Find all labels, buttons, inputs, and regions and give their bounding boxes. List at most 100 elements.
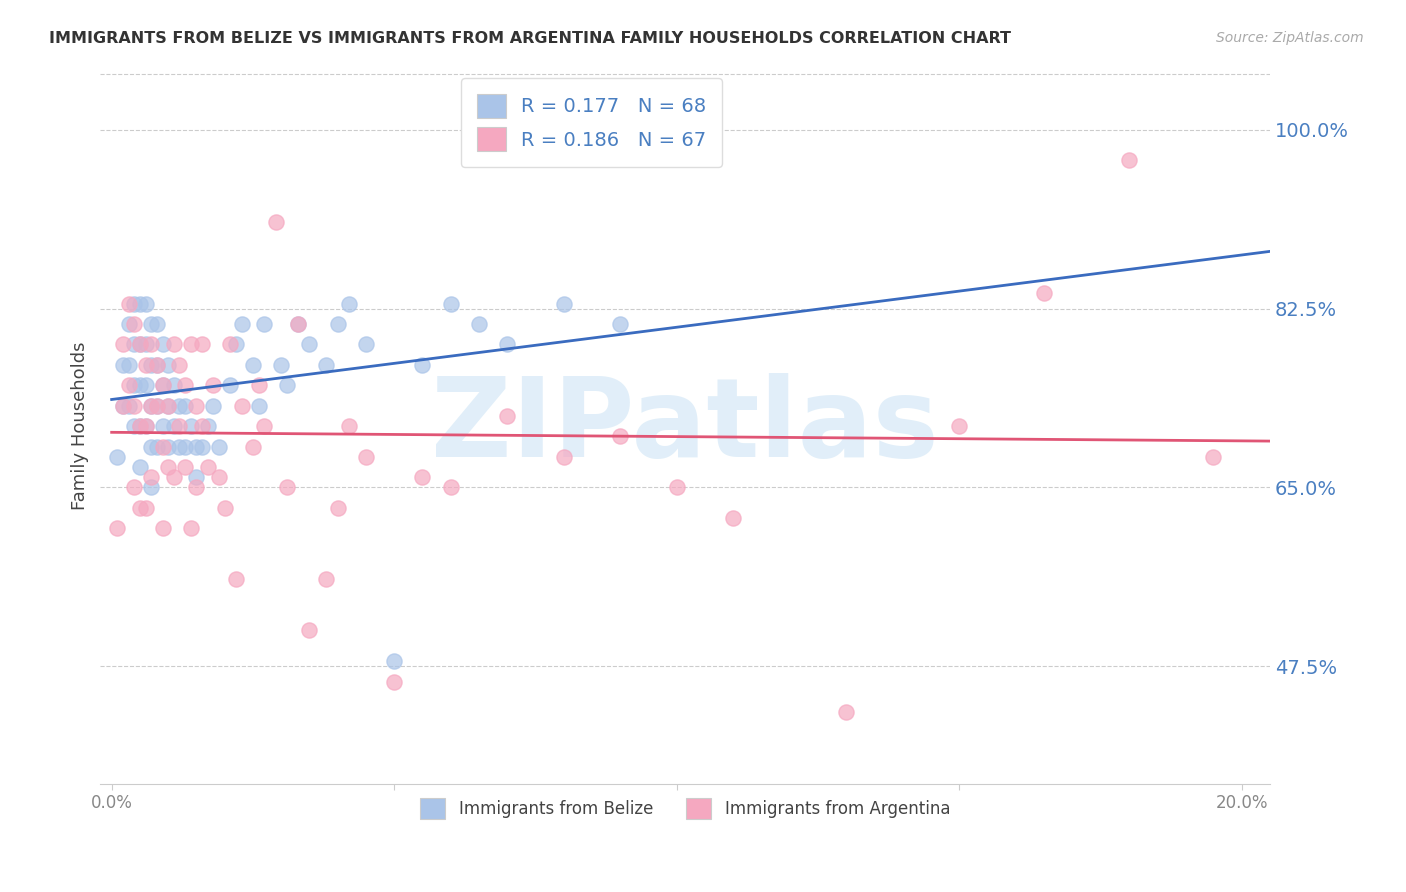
Point	[287, 317, 309, 331]
Point	[180, 337, 202, 351]
Point	[111, 337, 134, 351]
Point	[141, 337, 163, 351]
Point	[135, 419, 157, 434]
Point	[163, 378, 186, 392]
Point	[117, 378, 139, 392]
Point	[270, 358, 292, 372]
Point	[411, 470, 433, 484]
Point	[135, 358, 157, 372]
Point	[197, 460, 219, 475]
Point	[496, 409, 519, 423]
Point	[129, 419, 152, 434]
Point	[174, 378, 197, 392]
Point	[135, 378, 157, 392]
Point	[152, 337, 174, 351]
Point	[117, 296, 139, 310]
Point	[219, 378, 242, 392]
Point	[146, 399, 169, 413]
Point	[180, 419, 202, 434]
Point	[191, 337, 214, 351]
Point	[129, 337, 152, 351]
Point	[152, 419, 174, 434]
Point	[298, 624, 321, 638]
Point	[146, 440, 169, 454]
Point	[553, 450, 575, 464]
Point	[411, 358, 433, 372]
Point	[553, 296, 575, 310]
Point	[163, 337, 186, 351]
Point	[135, 337, 157, 351]
Point	[135, 296, 157, 310]
Text: ZIPatlas: ZIPatlas	[432, 373, 939, 480]
Point	[247, 378, 270, 392]
Point	[122, 419, 145, 434]
Point	[105, 521, 128, 535]
Point	[152, 440, 174, 454]
Point	[105, 450, 128, 464]
Point	[225, 337, 247, 351]
Point	[186, 470, 208, 484]
Point	[152, 378, 174, 392]
Point	[157, 399, 180, 413]
Point	[157, 440, 180, 454]
Text: IMMIGRANTS FROM BELIZE VS IMMIGRANTS FROM ARGENTINA FAMILY HOUSEHOLDS CORRELATIO: IMMIGRANTS FROM BELIZE VS IMMIGRANTS FRO…	[49, 31, 1011, 46]
Point	[264, 215, 287, 229]
Point	[242, 440, 264, 454]
Point	[440, 296, 463, 310]
Point	[382, 654, 405, 668]
Legend: Immigrants from Belize, Immigrants from Argentina: Immigrants from Belize, Immigrants from …	[413, 792, 956, 825]
Point	[191, 440, 214, 454]
Point	[1202, 450, 1225, 464]
Point	[152, 378, 174, 392]
Point	[186, 440, 208, 454]
Point	[609, 317, 631, 331]
Point	[440, 480, 463, 494]
Point	[609, 429, 631, 443]
Point	[135, 419, 157, 434]
Point	[382, 674, 405, 689]
Point	[326, 317, 349, 331]
Point	[468, 317, 491, 331]
Point	[197, 419, 219, 434]
Point	[146, 317, 169, 331]
Point	[354, 337, 377, 351]
Point	[1118, 153, 1140, 168]
Point	[129, 337, 152, 351]
Point	[141, 317, 163, 331]
Point	[242, 358, 264, 372]
Point	[117, 399, 139, 413]
Point	[276, 378, 298, 392]
Point	[665, 480, 688, 494]
Point	[122, 337, 145, 351]
Point	[141, 440, 163, 454]
Point	[157, 358, 180, 372]
Point	[835, 705, 858, 719]
Point	[157, 460, 180, 475]
Point	[122, 399, 145, 413]
Point	[141, 480, 163, 494]
Point	[231, 317, 253, 331]
Point	[191, 419, 214, 434]
Point	[152, 521, 174, 535]
Point	[496, 337, 519, 351]
Point	[141, 470, 163, 484]
Point	[146, 399, 169, 413]
Point	[174, 399, 197, 413]
Point	[141, 399, 163, 413]
Point	[354, 450, 377, 464]
Point	[253, 419, 276, 434]
Point	[122, 296, 145, 310]
Point	[276, 480, 298, 494]
Point	[129, 500, 152, 515]
Point	[122, 480, 145, 494]
Point	[111, 358, 134, 372]
Point	[247, 399, 270, 413]
Point	[146, 358, 169, 372]
Point	[163, 419, 186, 434]
Point	[169, 440, 191, 454]
Point	[111, 399, 134, 413]
Point	[225, 573, 247, 587]
Point	[219, 337, 242, 351]
Point	[174, 440, 197, 454]
Point	[129, 419, 152, 434]
